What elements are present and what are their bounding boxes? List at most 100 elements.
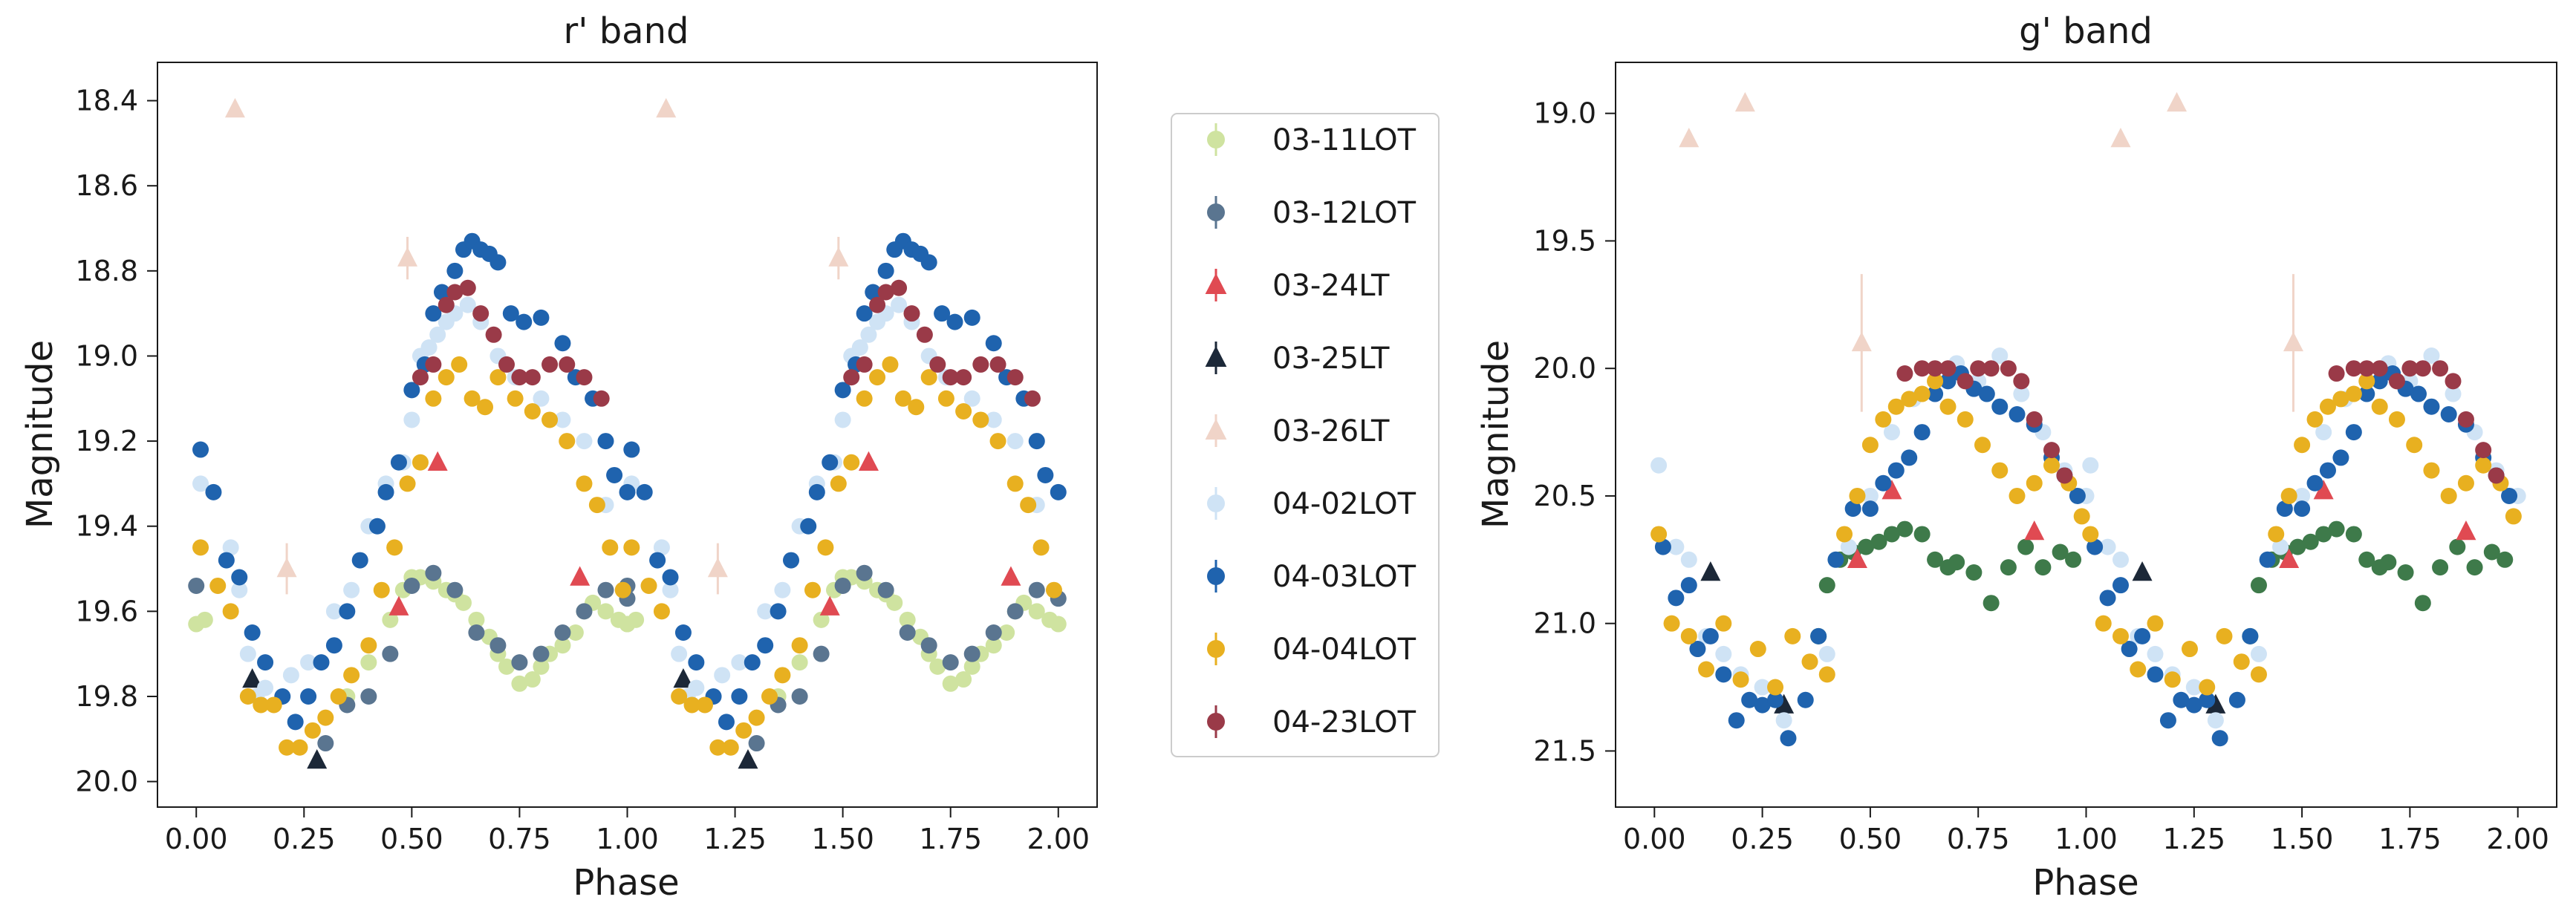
data-point xyxy=(1913,360,1931,377)
data-point xyxy=(2380,554,2397,571)
data-point xyxy=(1861,500,1879,518)
data-point xyxy=(2259,551,2276,568)
data-point xyxy=(2358,551,2375,568)
data-point xyxy=(2000,360,2017,377)
data-point xyxy=(2371,373,2388,390)
data-point xyxy=(1970,360,1987,377)
data-point xyxy=(459,296,476,313)
data-point xyxy=(1680,577,1697,594)
data-point xyxy=(1881,480,1902,500)
data-point xyxy=(1870,533,1887,550)
data-point xyxy=(360,688,377,705)
data-point xyxy=(576,433,593,450)
data-point xyxy=(856,305,873,322)
data-point xyxy=(1700,561,1721,581)
data-point xyxy=(817,539,834,556)
data-point xyxy=(1939,360,1957,377)
data-point xyxy=(877,581,894,598)
data-point xyxy=(593,390,610,407)
y-tick-label: 19.8 xyxy=(75,680,138,713)
data-point xyxy=(2121,641,2138,658)
data-point xyxy=(425,564,442,581)
data-point xyxy=(1896,365,1913,382)
data-point xyxy=(865,284,882,301)
data-point xyxy=(1797,691,1814,708)
data-point xyxy=(1875,411,1892,428)
x-tick-label: 0.50 xyxy=(1839,823,1902,855)
series-04-03LOT xyxy=(1654,365,2518,747)
data-point xyxy=(2013,373,2030,390)
data-point xyxy=(757,603,774,620)
series-03-11LOT xyxy=(188,569,1067,705)
data-point xyxy=(1767,691,1784,708)
data-point xyxy=(1767,679,1784,696)
data-point xyxy=(2035,559,2052,576)
data-point xyxy=(541,356,559,373)
data-point xyxy=(300,688,317,705)
series-03-24LT xyxy=(1847,480,2476,569)
data-point xyxy=(2132,561,2153,581)
data-point xyxy=(2315,424,2332,441)
legend-marker xyxy=(1207,567,1225,585)
data-point xyxy=(2445,385,2462,402)
data-point xyxy=(877,262,894,279)
data-point xyxy=(891,296,908,313)
data-point xyxy=(1991,462,2009,479)
data-point xyxy=(2345,385,2362,402)
data-point xyxy=(2414,595,2431,612)
data-point xyxy=(942,369,959,386)
data-point xyxy=(231,569,248,586)
data-point xyxy=(524,369,541,386)
data-point xyxy=(942,654,959,671)
series-03-26LT xyxy=(224,98,849,595)
data-point xyxy=(1861,487,1879,504)
data-point xyxy=(1861,437,1879,454)
data-point xyxy=(524,671,541,688)
data-point xyxy=(2205,693,2226,714)
data-point xyxy=(891,279,908,296)
data-point xyxy=(2371,398,2388,415)
data-point xyxy=(554,624,571,642)
data-point xyxy=(597,581,614,598)
data-point xyxy=(489,254,507,271)
data-point xyxy=(1020,497,1037,514)
data-point xyxy=(614,581,631,598)
data-point xyxy=(813,645,830,662)
series-04-04LOT xyxy=(192,356,1062,756)
data-point xyxy=(1032,539,1050,556)
data-point xyxy=(722,739,739,756)
data-point xyxy=(602,539,619,556)
data-point xyxy=(1037,466,1054,483)
data-point xyxy=(929,658,946,675)
data-point xyxy=(2283,331,2303,352)
legend-label: 03-24LT xyxy=(1272,269,1390,303)
data-point xyxy=(2159,712,2176,729)
data-point xyxy=(2319,398,2336,415)
data-point xyxy=(1844,500,1861,518)
data-point xyxy=(2345,526,2362,543)
data-point xyxy=(2082,457,2099,474)
data-point xyxy=(2505,508,2522,525)
data-point xyxy=(2112,627,2129,644)
data-point xyxy=(1896,520,1913,538)
data-point xyxy=(1680,551,1697,568)
data-point xyxy=(860,326,877,343)
data-point xyxy=(1887,398,1905,415)
legend-marker xyxy=(1207,713,1225,731)
data-point xyxy=(2406,437,2423,454)
data-point xyxy=(464,390,481,407)
data-point xyxy=(804,581,822,598)
data-point xyxy=(403,411,420,428)
x-axis-label: Phase xyxy=(2032,862,2138,904)
data-point xyxy=(2432,559,2449,576)
data-point xyxy=(1901,391,1918,408)
x-tick-label: 1.50 xyxy=(2271,823,2334,855)
data-point xyxy=(1901,449,1918,466)
data-point xyxy=(2026,474,2043,492)
data-point xyxy=(1754,696,1771,714)
g-band-panel: g' band 0.00 0.25 0.50 0.75 1.00 1.25 1.50 1.75… xyxy=(1475,10,2557,904)
data-point xyxy=(257,654,274,671)
data-point xyxy=(606,466,623,483)
data-point xyxy=(1028,433,1045,450)
data-point xyxy=(972,356,989,373)
